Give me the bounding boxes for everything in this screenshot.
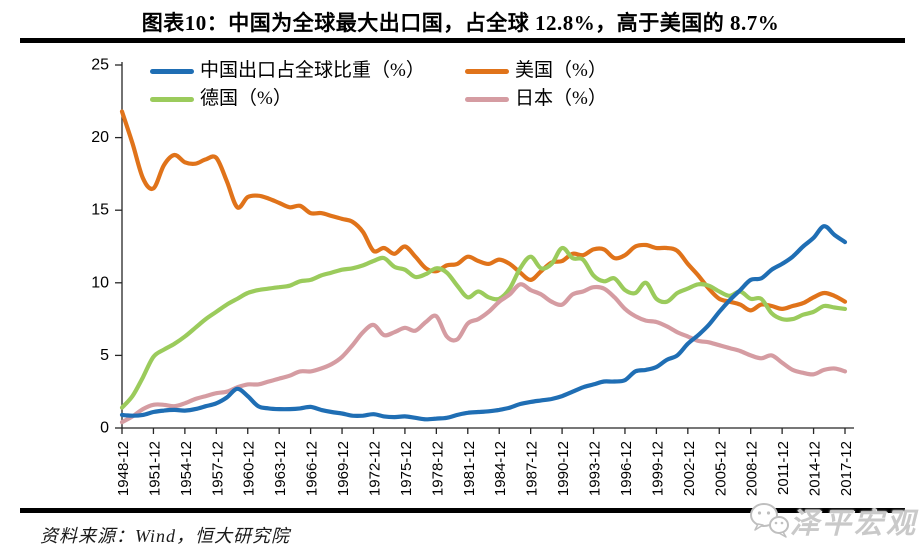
x-axis-tick-label: 1972-12 [366,441,383,496]
x-axis-tick-label: 1984-12 [492,441,509,496]
x-axis-tick-label: 2008-12 [744,441,761,496]
watermark-label: 泽平宏观 [790,508,919,540]
x-axis-tick-label: 2014-12 [807,441,824,496]
series-line-3 [119,282,848,425]
x-axis-tick-label: 1990-12 [555,441,572,496]
axes [115,62,854,434]
top-divider [20,38,905,43]
series-line-1 [119,109,848,313]
x-axis-tick-label: 1963-12 [272,441,289,496]
x-axis-tick-label: 1966-12 [304,441,321,496]
export-share-chart: 0 5 10 15 20 25 1948-12 1951-12 1954-12 1957-12 19… [0,44,921,508]
x-axis-tick-label: 1987-12 [524,441,541,496]
y-axis-tick-label: 5 [100,347,109,364]
series-line-2 [119,245,848,410]
bottom-divider [20,508,905,513]
x-axis-tick-label: 2002-12 [681,441,698,496]
y-axis-tick-label: 15 [91,202,109,219]
wechat-icon [750,503,789,538]
watermark: 泽平宏观 [748,500,918,542]
x-axis-tick-label: 1981-12 [461,441,478,496]
x-axis-tick-label: 2011-12 [775,441,792,495]
x-axis-tick-label: 1954-12 [178,441,195,496]
x-axis-tick-label: 2017-12 [838,441,855,496]
y-axis-tick-label: 10 [91,274,109,291]
y-axis-tick-label: 20 [91,129,109,146]
source-note: 资料来源：Wind，恒大研究院 [40,526,291,546]
x-axis-tick-label: 2005-12 [712,441,729,496]
chart-canvas: 0 5 10 15 20 25 1948-12 1951-12 1954-12 1957-12 19… [91,57,855,497]
x-axis-tick-label: 1960-12 [241,441,258,496]
x-axis-tick-label: 1951-12 [146,441,163,496]
y-axis-tick-label: 25 [91,57,109,74]
x-axis-tick-label: 1969-12 [335,441,352,496]
y-axis-tick-label: 0 [100,420,109,437]
x-axis-tick-label: 1975-12 [398,441,415,496]
x-axis-tick-label: 1978-12 [429,441,446,496]
chart-title: 图表10：中国为全球最大出口国，占全球 12.8%，高于美国的 8.7% [141,11,780,35]
series-line-0 [119,224,848,422]
x-axis-tick-label: 1996-12 [618,441,635,496]
x-axis-tick-label: 1999-12 [649,441,666,496]
x-axis-tick-label: 1957-12 [209,441,226,496]
x-axis-tick-label: 1948-12 [115,441,132,496]
x-axis-tick-label: 1993-12 [587,441,604,496]
